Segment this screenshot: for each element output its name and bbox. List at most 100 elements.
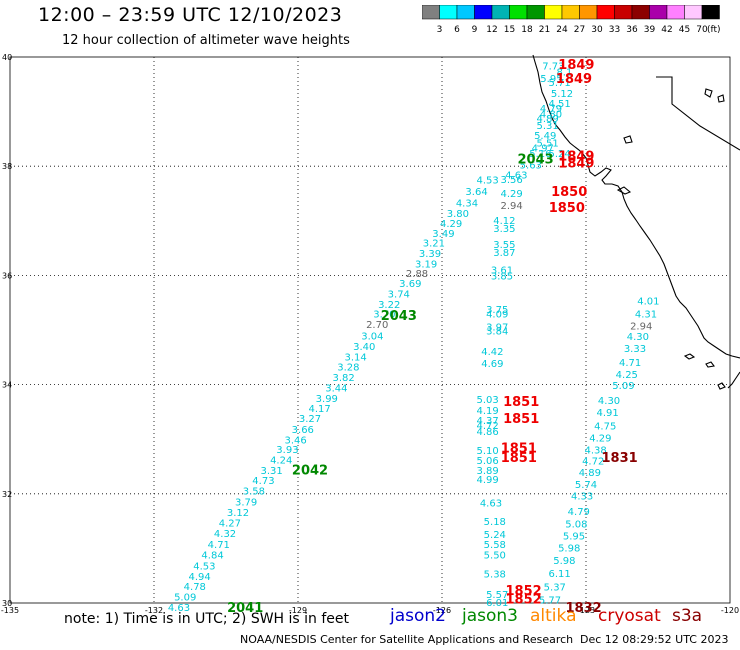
pass-time-label: 1850	[551, 185, 587, 200]
lake-2	[704, 88, 713, 98]
wave-height-label: 2.88	[406, 269, 428, 280]
map-frame	[9, 56, 731, 604]
wave-height-label: 5.12	[551, 89, 573, 100]
wave-height-label: 3.35	[493, 224, 515, 235]
lon-tick-label: -132	[145, 606, 163, 615]
wave-height-label: 3.22	[378, 300, 400, 311]
wave-height-label: 3.82	[332, 373, 354, 384]
wave-height-label: 4.79	[568, 507, 590, 518]
wave-height-label: 2.70	[366, 320, 388, 331]
wave-height-label: 4.33	[571, 492, 593, 503]
wave-height-label: 4.01	[637, 297, 659, 308]
wave-height-label: 4.30	[627, 332, 649, 343]
wave-height-label: 4.72	[582, 457, 604, 468]
wave-height-label: 4.89	[579, 468, 601, 479]
wave-height-label: 6.11	[548, 569, 570, 580]
legend-jason3: jason3	[462, 606, 518, 626]
pass-time-labels: 1849184918491849204318501850204318511851…	[227, 58, 638, 616]
pass-time-label: 2042	[292, 463, 328, 478]
wave-height-label: 5.95	[540, 74, 562, 85]
wave-height-label: 4.94	[188, 572, 210, 583]
wave-height-label: 4.29	[589, 434, 611, 445]
lake-1	[623, 135, 633, 144]
color-scale-tick: 3	[437, 25, 443, 35]
coastline	[532, 54, 740, 390]
wave-height-label: 5.16	[529, 149, 551, 160]
wave-height-label: 3.64	[465, 187, 487, 198]
wave-height-label: 3.80	[447, 209, 469, 220]
wave-height-label: 5.71	[548, 78, 570, 89]
color-scale-tick: 45	[679, 25, 690, 35]
wave-height-label: 5.09	[612, 381, 634, 392]
lon-tick-label: -123	[577, 606, 595, 615]
wave-height-label: 4.71	[619, 358, 641, 369]
footer-note: note: 1) Time is in UTC; 2) SWH is in fe…	[64, 611, 350, 627]
wave-height-label: 5.98	[553, 556, 575, 567]
wave-height-label: 3.49	[432, 229, 454, 240]
wave-height-label: 3.70	[373, 310, 395, 321]
wave-height-label: 3.19	[415, 259, 437, 270]
wave-height-label: 3.66	[292, 425, 314, 436]
pass-time-label: 1851	[501, 451, 537, 466]
wave-height-label: 4.69	[481, 359, 503, 370]
wave-height-label: 4.25	[616, 370, 638, 381]
color-scale-tick: 21	[539, 25, 550, 35]
wave-height-label: 4.79	[540, 104, 562, 115]
pass-time-label: 1852	[506, 593, 542, 608]
pass-time-label: 2041	[227, 601, 263, 616]
wave-height-label: 4.89	[536, 114, 558, 125]
wave-height-label: 4.34	[456, 198, 478, 209]
wave-height-label: 5.50	[484, 550, 506, 561]
lon-tick-label: -135	[1, 606, 19, 615]
wave-height-label: 5.74	[575, 480, 597, 491]
wave-height-label: 5.49	[534, 131, 556, 142]
pass-time-label: 2043	[381, 309, 417, 324]
wave-height-label: 4.42	[481, 347, 503, 358]
wave-height-label: 3.84	[486, 327, 508, 338]
wave-height-label: 5.51	[536, 138, 558, 149]
lon-tick-label: -126	[433, 606, 451, 615]
wave-height-label: 4.72	[476, 421, 498, 432]
credit-line: NOAA/NESDIS Center for Satellite Applica…	[240, 633, 574, 646]
legend-jason2: jason2	[390, 606, 446, 626]
wave-height-label: 7.73	[542, 61, 564, 72]
wave-height-label: 3.89	[476, 466, 498, 477]
lat-tick-label: 30	[2, 599, 12, 608]
wave-height-label: 4.75	[594, 422, 616, 433]
wave-height-label: 4.24	[270, 455, 292, 466]
wave-height-label: 3.14	[344, 352, 366, 363]
wave-height-label: 4.30	[598, 396, 620, 407]
wave-height-label: 3.40	[353, 342, 375, 353]
wave-height-label: 3.79	[235, 498, 257, 509]
latitude-axis-labels: 40 38 36 34 32 30	[2, 53, 12, 608]
wave-height-label: 2.94	[630, 322, 652, 333]
pass-time-label: 1832	[566, 601, 602, 616]
wave-height-label: 4.27	[219, 518, 241, 529]
wave-height-label: 4.97	[532, 144, 554, 155]
pass-time-label: 1851	[503, 412, 539, 427]
wave-height-label: 4.86	[476, 427, 498, 438]
channel-island-2	[705, 361, 715, 368]
wave-height-label: 3.74	[388, 290, 410, 301]
wave-height-label: 8.1	[556, 67, 572, 78]
pass-time-label: 1849	[558, 149, 594, 164]
wave-height-label: 5.09	[174, 593, 196, 604]
wave-height-label: 5.98	[558, 543, 580, 554]
lon-tick-label: -129	[289, 606, 307, 615]
wave-height-label: 3.04	[361, 332, 383, 343]
legend-s3a: s3a	[672, 606, 703, 626]
lat-tick-label: 34	[2, 381, 12, 390]
pass-time-label: 1850	[549, 201, 585, 216]
wave-height-label: 4.29	[500, 189, 522, 200]
wave-height-label: 4.71	[208, 540, 230, 551]
channel-island-1	[683, 353, 696, 360]
color-scale-tick: 39	[644, 25, 656, 35]
wave-height-label: 5.58	[484, 540, 506, 551]
wave-height-label: 5.37	[544, 583, 566, 594]
wave-height-label: 3.55	[493, 240, 515, 251]
color-scale-tick: 42	[661, 25, 672, 35]
baja-coast	[727, 371, 740, 389]
wave-height-label: 3.33	[624, 344, 646, 355]
color-scale-tick: 27	[574, 25, 585, 35]
